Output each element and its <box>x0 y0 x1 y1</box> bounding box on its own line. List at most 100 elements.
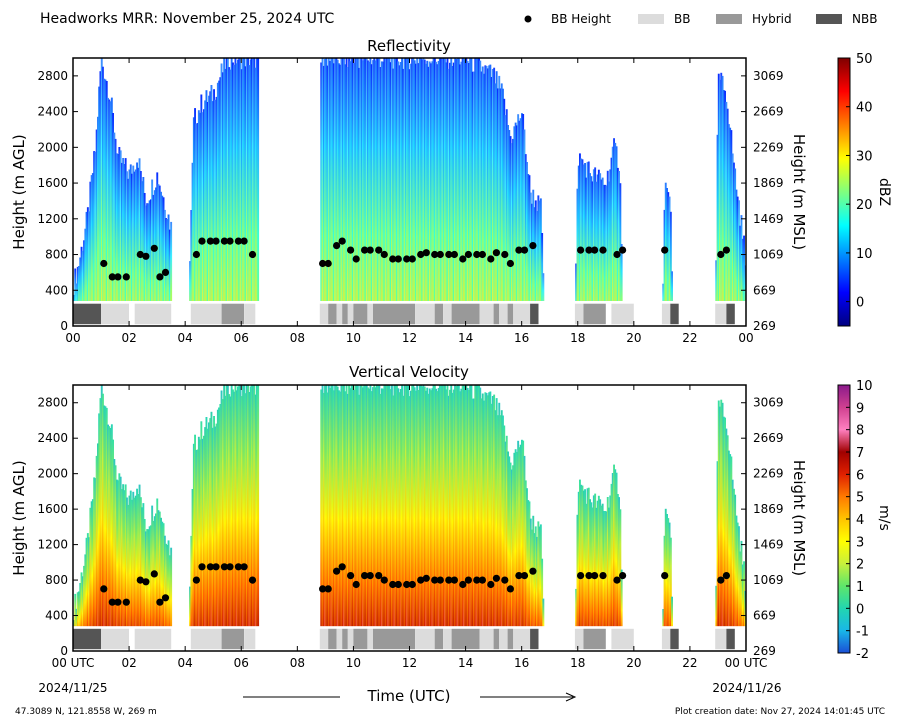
bb-type-segment <box>479 628 494 650</box>
field-column <box>211 101 214 326</box>
field-column <box>725 428 728 651</box>
field-column <box>134 169 137 326</box>
field-column <box>108 99 111 326</box>
bb-height-point <box>619 246 627 254</box>
bb-type-segment <box>611 303 634 325</box>
field-column <box>724 90 726 326</box>
colorbar-tick-label: 10 <box>856 247 873 262</box>
field-column <box>148 200 151 326</box>
y-tick-label-right: 669 <box>753 283 776 297</box>
field-column <box>240 69 243 326</box>
field-column <box>403 385 406 651</box>
field-column <box>121 489 123 651</box>
field-column <box>327 58 330 326</box>
field-column <box>209 418 212 651</box>
colorbar-tick-label: -2 <box>856 647 869 662</box>
bb-height-point <box>212 563 220 571</box>
field-column <box>360 58 363 326</box>
field-column <box>432 58 435 326</box>
bb-height-point <box>361 572 369 580</box>
field-column <box>343 58 345 326</box>
field-column <box>586 162 589 326</box>
field-column <box>83 240 85 326</box>
bb-height-point <box>150 570 158 578</box>
x-tick-label: 08 <box>290 656 305 670</box>
field-column <box>364 58 367 326</box>
bb-height-point <box>142 252 150 260</box>
bb-type-segment <box>443 303 452 325</box>
field-column <box>89 507 92 651</box>
field-column <box>81 576 84 651</box>
field-column <box>155 513 157 651</box>
field-column <box>497 88 499 326</box>
field-column <box>332 63 335 326</box>
field-column <box>348 58 350 326</box>
field-column <box>220 63 223 326</box>
field-column <box>731 153 734 326</box>
field-column <box>663 535 666 651</box>
field-column <box>354 58 357 326</box>
field-column <box>355 58 358 326</box>
field-column <box>190 210 193 326</box>
field-column <box>734 494 737 651</box>
field-column <box>595 507 598 651</box>
bb-height-point <box>450 250 458 259</box>
x-tick-label: 06 <box>234 331 249 345</box>
field-column <box>160 191 162 326</box>
field-column <box>224 395 227 651</box>
figure-title: Headworks MRR: November 25, 2024 UTC <box>40 11 335 27</box>
field-column <box>239 385 242 651</box>
colorbar-tick-label: 0 <box>856 296 864 311</box>
field-column <box>161 195 164 326</box>
field-column <box>89 181 92 326</box>
field-column <box>667 192 670 326</box>
field-column <box>582 490 585 651</box>
field-column <box>384 58 387 326</box>
bb-type-segment <box>353 303 368 325</box>
field-column <box>431 61 434 326</box>
bb-height-point <box>220 563 228 571</box>
field-column <box>417 63 420 326</box>
field-column <box>348 385 350 651</box>
field-column <box>620 244 623 326</box>
field-column <box>205 90 208 326</box>
bb-type-segment <box>443 628 452 650</box>
field-column <box>215 96 218 326</box>
bb-type-segment <box>493 303 500 325</box>
field-column <box>224 68 227 326</box>
field-column <box>539 524 542 651</box>
bb-type-segment <box>373 628 416 650</box>
bb-height-point <box>375 572 383 580</box>
field-column <box>91 173 94 326</box>
field-column <box>396 58 398 326</box>
field-column <box>666 514 668 651</box>
field-column <box>726 108 729 326</box>
field-column <box>519 444 522 651</box>
bb-height-point <box>599 246 607 254</box>
x-tick-label: 16 <box>514 331 529 345</box>
field-column <box>444 385 446 651</box>
field-column <box>533 533 536 651</box>
field-column <box>430 390 432 651</box>
field-column <box>488 65 491 326</box>
bb-height-point <box>492 574 500 582</box>
x-tick-label: 02 <box>121 656 136 670</box>
bb-type-segment <box>347 303 354 325</box>
field-column <box>133 171 136 326</box>
field-column <box>230 385 233 651</box>
field-column <box>450 58 453 326</box>
bb-height-point <box>319 259 327 268</box>
field-column <box>441 385 444 651</box>
bb-height-point <box>150 244 158 252</box>
field-column <box>113 132 116 326</box>
field-column <box>413 387 416 651</box>
field-column <box>362 387 364 651</box>
colorbar-tick-label: 9 <box>856 401 864 416</box>
field-column <box>391 385 393 651</box>
field-column <box>389 62 392 326</box>
field-column <box>738 526 740 651</box>
field-column <box>155 187 157 326</box>
field-column <box>488 392 491 651</box>
bb-height-point <box>436 250 444 259</box>
bb-type-segment <box>342 303 348 325</box>
